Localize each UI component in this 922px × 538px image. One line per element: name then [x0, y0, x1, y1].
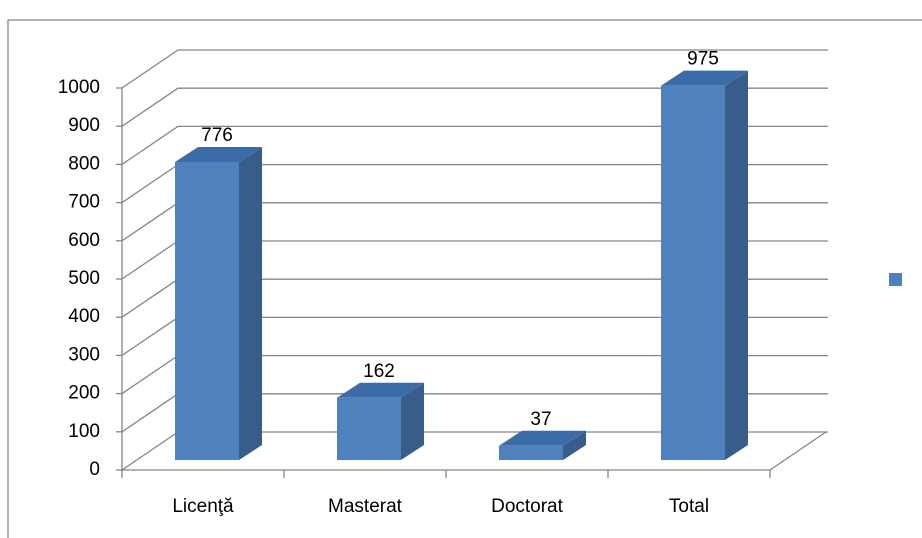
bar-side — [725, 70, 748, 460]
bar-front — [337, 397, 401, 460]
y-tick-label: 900 — [68, 115, 100, 136]
bar-front — [175, 162, 239, 461]
y-tick-label: 100 — [68, 421, 100, 442]
value-label: 975 — [687, 49, 719, 70]
value-label: 776 — [201, 125, 233, 146]
x-tick-label: Total — [669, 496, 709, 517]
bar-front — [661, 85, 725, 460]
y-tick-label: 800 — [68, 153, 100, 174]
value-label: 37 — [530, 409, 551, 430]
y-tick-label: 300 — [68, 344, 100, 365]
bar — [661, 70, 748, 460]
grid-line — [121, 125, 828, 165]
x-tick-label: Masterat — [328, 496, 403, 517]
bar-top — [661, 70, 748, 86]
bar — [499, 430, 586, 460]
y-tick-label: 700 — [68, 192, 100, 213]
y-tick-label: 1000 — [58, 77, 100, 98]
bar-top — [337, 382, 424, 398]
x-tick-label: Licenţă — [172, 496, 234, 517]
bar-side — [563, 430, 586, 460]
legend-swatch — [889, 273, 902, 286]
bar-top — [175, 147, 262, 163]
bar — [175, 147, 262, 461]
y-tick-label: 600 — [68, 230, 100, 251]
value-label: 162 — [363, 361, 395, 382]
y-tick-label: 500 — [68, 268, 100, 289]
bar — [337, 382, 424, 460]
y-tick-label: 400 — [68, 306, 100, 327]
y-tick-label: 0 — [89, 459, 100, 480]
bar-front — [499, 445, 563, 460]
grid-line — [121, 87, 828, 127]
bar-top — [499, 430, 586, 446]
y-tick-label: 200 — [68, 383, 100, 404]
bar-side — [401, 382, 424, 460]
grid-line — [121, 49, 828, 89]
bar-side — [239, 147, 262, 461]
x-tick-label: Doctorat — [491, 496, 564, 517]
